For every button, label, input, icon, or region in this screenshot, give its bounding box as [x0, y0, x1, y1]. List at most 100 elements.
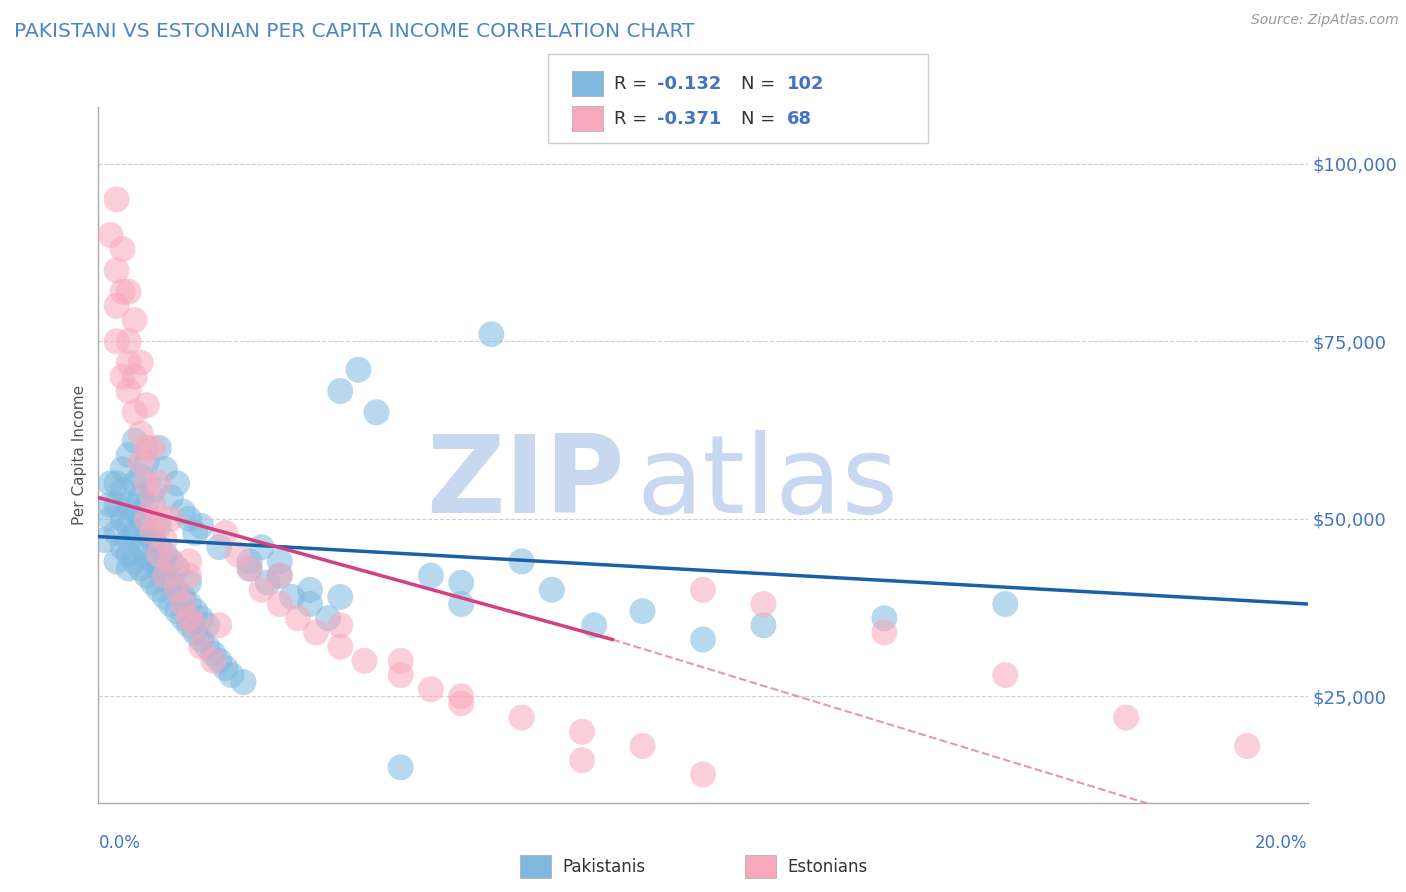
Point [100, 227, 122, 242]
Point [232, 675, 254, 690]
Point [100, 476, 122, 491]
Point [571, 753, 593, 767]
Point [153, 533, 176, 548]
Point [166, 561, 188, 575]
Point [450, 697, 472, 711]
Point [329, 384, 352, 398]
Point [631, 604, 654, 618]
Point [190, 611, 212, 625]
Point [692, 632, 714, 647]
Point [153, 590, 176, 604]
Point [172, 597, 194, 611]
Point [366, 405, 388, 419]
Point [148, 476, 170, 491]
Point [202, 647, 225, 661]
Text: 102: 102 [787, 75, 825, 93]
Point [481, 327, 503, 342]
Text: atlas: atlas [637, 430, 898, 536]
Point [135, 441, 157, 455]
Point [129, 356, 152, 370]
Point [208, 654, 231, 668]
Point [93, 533, 115, 548]
Point [111, 483, 134, 498]
Point [166, 604, 188, 618]
Point [202, 654, 225, 668]
Point [450, 575, 472, 590]
Point [135, 455, 157, 469]
Point [190, 632, 212, 647]
Point [353, 654, 375, 668]
Point [160, 554, 183, 568]
Point [692, 767, 714, 781]
Point [100, 498, 122, 512]
Point [299, 597, 322, 611]
Point [105, 334, 128, 349]
Point [1236, 739, 1258, 753]
Point [129, 540, 152, 554]
Point [510, 554, 533, 568]
Point [190, 519, 212, 533]
Point [118, 498, 141, 512]
Point [195, 640, 218, 654]
Point [450, 597, 472, 611]
Point [118, 547, 141, 561]
Point [419, 568, 441, 582]
Point [450, 690, 472, 704]
Point [118, 519, 141, 533]
Point [510, 710, 533, 724]
Point [148, 561, 170, 575]
Point [148, 519, 170, 533]
Point [177, 611, 201, 625]
Point [195, 618, 218, 632]
Point [118, 533, 141, 548]
Point [269, 554, 291, 568]
Point [221, 668, 243, 682]
Point [239, 561, 262, 575]
Point [124, 505, 146, 519]
Point [142, 498, 165, 512]
Point [111, 242, 134, 256]
Point [142, 441, 165, 455]
Point [208, 618, 231, 632]
Point [184, 625, 207, 640]
Point [419, 682, 441, 697]
Point [994, 668, 1017, 682]
Point [177, 512, 201, 526]
Point [316, 611, 339, 625]
Point [752, 618, 775, 632]
Text: 0.0%: 0.0% [98, 834, 141, 852]
Point [124, 313, 146, 327]
Point [111, 462, 134, 476]
Point [135, 512, 157, 526]
Point [148, 441, 170, 455]
Text: 68: 68 [787, 110, 813, 128]
Point [118, 448, 141, 462]
Point [1115, 710, 1137, 724]
Point [105, 554, 128, 568]
Point [105, 299, 128, 313]
Y-axis label: Per Capita Income: Per Capita Income [72, 384, 87, 525]
Point [226, 547, 249, 561]
Point [129, 491, 152, 505]
Point [172, 611, 194, 625]
Point [124, 405, 146, 419]
Text: N =: N = [741, 75, 780, 93]
Point [105, 192, 128, 206]
Point [583, 618, 606, 632]
Point [148, 512, 170, 526]
Point [305, 625, 328, 640]
Point [873, 611, 896, 625]
Point [129, 512, 152, 526]
Point [118, 356, 141, 370]
Point [153, 547, 176, 561]
Point [118, 384, 141, 398]
Point [160, 554, 183, 568]
Point [389, 668, 412, 682]
Point [129, 561, 152, 575]
Point [239, 561, 262, 575]
Point [124, 434, 146, 448]
Text: Pakistanis: Pakistanis [562, 858, 645, 876]
Point [118, 561, 141, 575]
Point [269, 568, 291, 582]
Text: -0.371: -0.371 [657, 110, 721, 128]
